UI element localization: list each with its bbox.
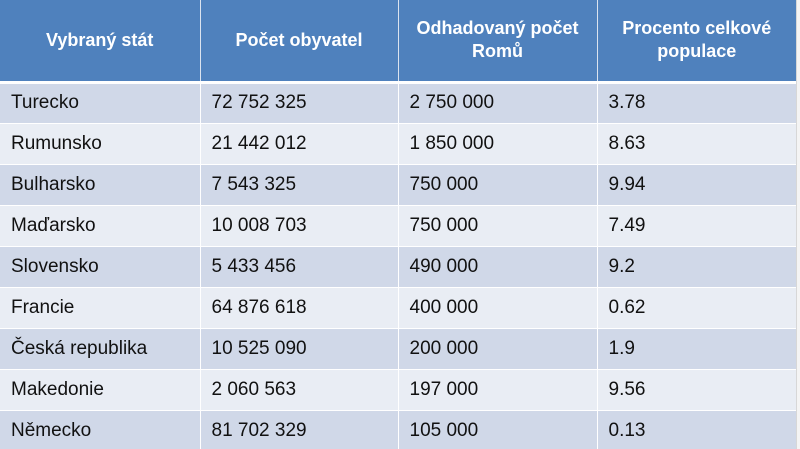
- cell-population: 64 876 618: [200, 287, 399, 329]
- cell-country: Slovensko: [0, 246, 201, 288]
- cell-population: 2 060 563: [200, 369, 399, 411]
- header-percent-total: Procento celkové populace: [597, 0, 796, 84]
- table-row: Česká republika 10 525 090 200 000 1.9: [0, 328, 796, 370]
- cell-percent: 8.63: [597, 123, 796, 165]
- cell-country: Bulharsko: [0, 164, 201, 206]
- header-row: Vybraný stát Počet obyvatel Odhadovaný p…: [0, 0, 796, 84]
- cell-roma: 200 000: [398, 328, 598, 370]
- cell-roma: 197 000: [398, 369, 598, 411]
- cell-country: Česká republika: [0, 328, 201, 370]
- cell-percent: 1.9: [597, 328, 796, 370]
- cell-roma: 105 000: [398, 410, 598, 449]
- cell-population: 5 433 456: [200, 246, 399, 288]
- cell-percent: 9.94: [597, 164, 796, 206]
- cell-country: Německo: [0, 410, 201, 449]
- table-header: Vybraný stát Počet obyvatel Odhadovaný p…: [0, 0, 796, 84]
- cell-roma: 490 000: [398, 246, 598, 288]
- table-row: Slovensko 5 433 456 490 000 9.2: [0, 246, 796, 288]
- header-selected-country: Vybraný stát: [0, 0, 201, 84]
- header-estimated-roma: Odhadovaný počet Romů: [398, 0, 598, 84]
- table-row: Rumunsko 21 442 012 1 850 000 8.63: [0, 123, 796, 165]
- cell-roma: 750 000: [398, 164, 598, 206]
- cell-country: Maďarsko: [0, 205, 201, 247]
- slide-edge: [796, 0, 800, 449]
- cell-roma: 750 000: [398, 205, 598, 247]
- cell-population: 72 752 325: [200, 82, 399, 124]
- table-body: Turecko 72 752 325 2 750 000 3.78 Rumuns…: [0, 82, 796, 449]
- cell-roma: 400 000: [398, 287, 598, 329]
- cell-percent: 9.56: [597, 369, 796, 411]
- cell-percent: 7.49: [597, 205, 796, 247]
- cell-population: 21 442 012: [200, 123, 399, 165]
- table-row: Makedonie 2 060 563 197 000 9.56: [0, 369, 796, 411]
- cell-percent: 9.2: [597, 246, 796, 288]
- table-row: Turecko 72 752 325 2 750 000 3.78: [0, 82, 796, 124]
- table-row: Francie 64 876 618 400 000 0.62: [0, 287, 796, 329]
- cell-country: Turecko: [0, 82, 201, 124]
- cell-roma: 2 750 000: [398, 82, 598, 124]
- cell-country: Francie: [0, 287, 201, 329]
- cell-population: 7 543 325: [200, 164, 399, 206]
- cell-percent: 0.13: [597, 410, 796, 449]
- table-row: Maďarsko 10 008 703 750 000 7.49: [0, 205, 796, 247]
- cell-percent: 3.78: [597, 82, 796, 124]
- cell-country: Makedonie: [0, 369, 201, 411]
- table-row: Bulharsko 7 543 325 750 000 9.94: [0, 164, 796, 206]
- cell-country: Rumunsko: [0, 123, 201, 165]
- cell-population: 10 525 090: [200, 328, 399, 370]
- cell-percent: 0.62: [597, 287, 796, 329]
- table-row: Německo 81 702 329 105 000 0.13: [0, 410, 796, 449]
- header-population: Počet obyvatel: [200, 0, 399, 84]
- cell-roma: 1 850 000: [398, 123, 598, 165]
- cell-population: 81 702 329: [200, 410, 399, 449]
- cell-population: 10 008 703: [200, 205, 399, 247]
